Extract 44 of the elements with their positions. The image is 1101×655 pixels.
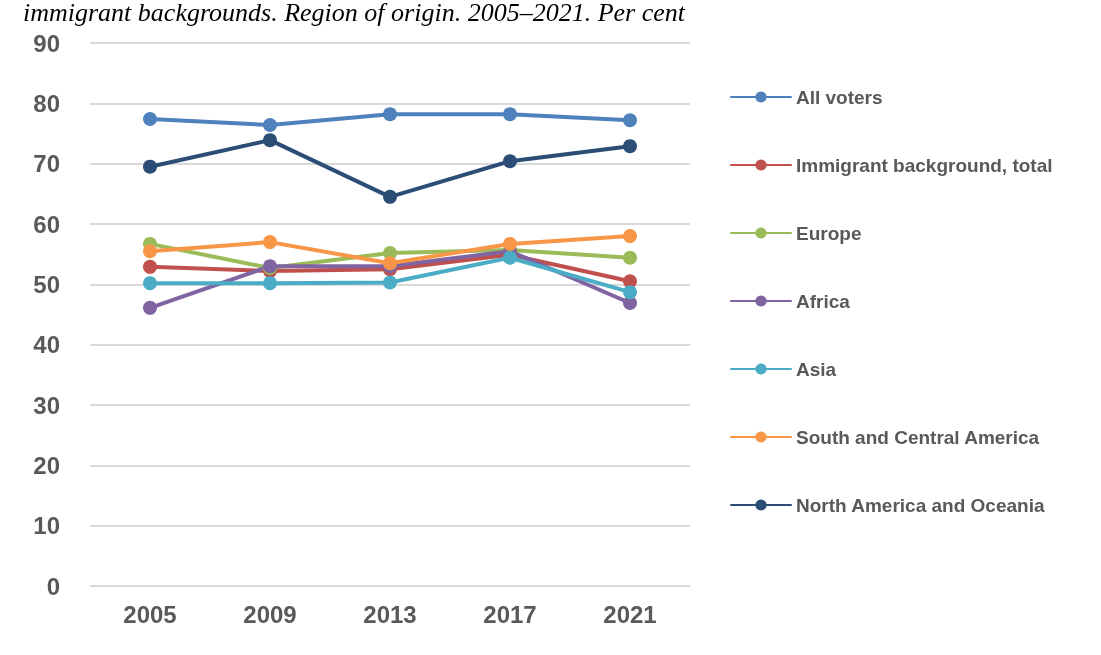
legend-label: Africa	[796, 290, 851, 312]
point	[263, 133, 277, 148]
point	[263, 118, 277, 133]
point	[383, 107, 397, 122]
x-tick-label: 2021	[603, 600, 657, 628]
y-tick-label: 10	[33, 512, 60, 540]
point	[623, 229, 637, 244]
y-tick-label: 80	[33, 89, 60, 117]
x-tick-label: 2013	[363, 600, 417, 628]
point	[143, 244, 157, 259]
point	[143, 300, 157, 315]
point	[143, 159, 157, 174]
y-tick-label: 70	[33, 150, 60, 178]
y-tick-label: 50	[33, 270, 60, 298]
x-tick-label: 2009	[243, 600, 297, 628]
legend-label: All voters	[796, 86, 883, 108]
point	[623, 139, 637, 154]
point	[503, 107, 517, 122]
point	[383, 189, 397, 204]
x-tick-label: 2005	[123, 600, 177, 628]
point	[383, 275, 397, 290]
point	[263, 235, 277, 250]
legend-label: Europe	[796, 222, 862, 244]
point	[143, 259, 157, 274]
y-tick-label: 90	[33, 29, 60, 57]
legend-label: Immigrant background, total	[796, 154, 1053, 176]
y-tick-label: 20	[33, 451, 60, 479]
y-tick-label: 40	[33, 331, 60, 359]
legend-label: Asia	[796, 358, 837, 380]
legend-label: South and Central America	[796, 426, 1040, 448]
y-tick-label: 60	[33, 210, 60, 238]
legend-label: North America and Oceania	[796, 494, 1045, 516]
y-tick-label: 0	[46, 572, 60, 600]
point	[503, 236, 517, 251]
point	[623, 285, 637, 300]
point	[143, 112, 157, 127]
point	[623, 250, 637, 265]
y-tick-label: 30	[33, 391, 60, 419]
point	[263, 276, 277, 291]
chart-title: immigrant backgrounds. Region of origin. 2005–2021. Per cent	[23, 0, 686, 27]
point	[623, 113, 637, 128]
point	[143, 276, 157, 291]
x-tick-label: 2017	[483, 600, 537, 628]
point	[503, 154, 517, 169]
